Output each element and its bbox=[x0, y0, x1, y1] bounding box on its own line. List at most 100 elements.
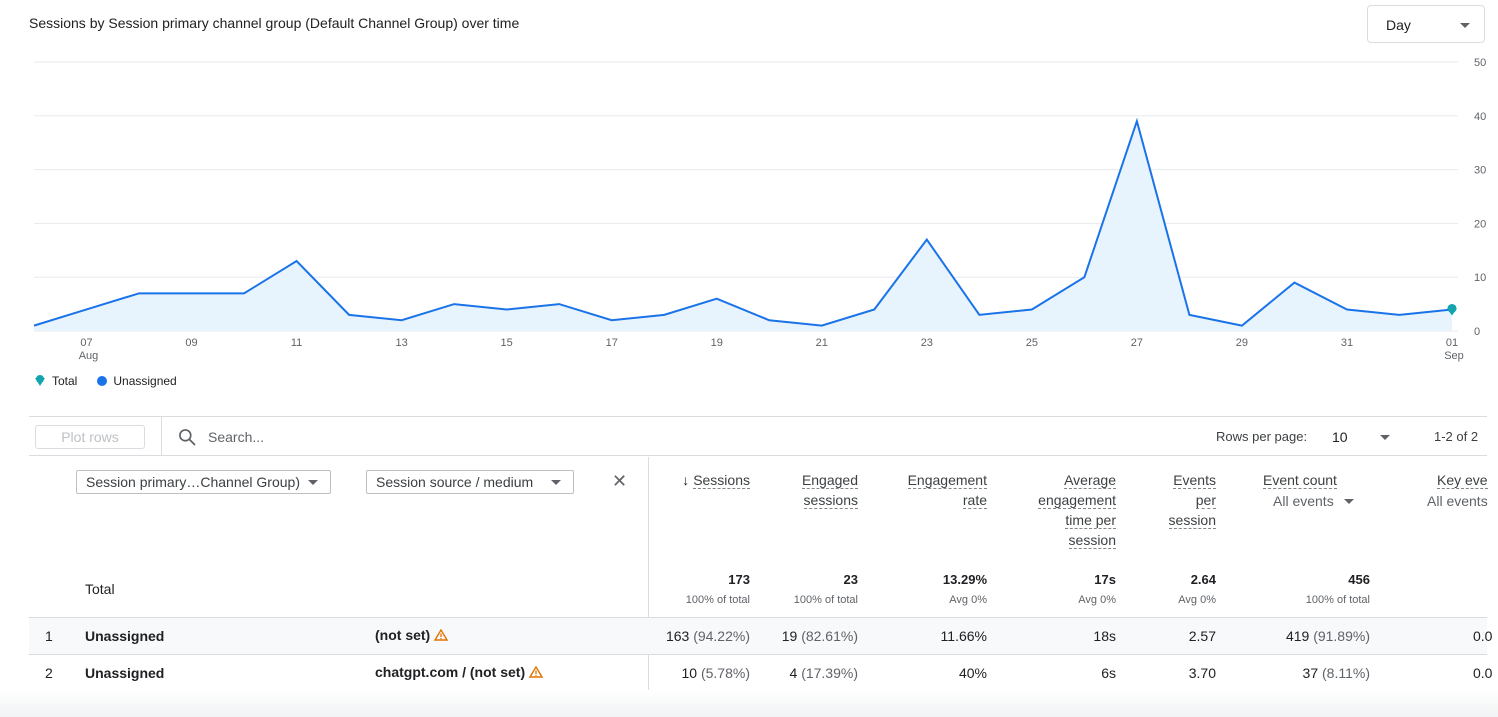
sessions-header[interactable]: ↓ Sessions bbox=[682, 472, 750, 489]
chevron-down-icon[interactable] bbox=[1380, 435, 1390, 440]
x-tick-label: 25 bbox=[1026, 337, 1038, 349]
toolbar-divider bbox=[161, 417, 162, 456]
total-label: Total bbox=[85, 581, 115, 597]
x-tick-label: 23 bbox=[921, 337, 933, 349]
row-index: 2 bbox=[45, 665, 53, 681]
total-avg-time: 17s bbox=[1094, 572, 1116, 587]
dimension-1-label: Session primary…Channel Group) bbox=[86, 474, 300, 490]
total-events-sub: 100% of total bbox=[1305, 594, 1370, 606]
row-avg-time: 6s bbox=[1101, 665, 1116, 681]
event-count-header[interactable]: Event count bbox=[1263, 472, 1337, 489]
x-tick-month-label: Sep bbox=[1444, 350, 1464, 362]
total-rate-sub: Avg 0% bbox=[949, 594, 987, 606]
chevron-down-icon bbox=[1460, 23, 1470, 28]
events-per-session-header[interactable]: Events per session bbox=[1168, 472, 1216, 529]
total-events: 456 bbox=[1348, 572, 1370, 587]
chevron-down-icon bbox=[1343, 499, 1354, 504]
row-sessions: 10 (5.78%) bbox=[681, 665, 751, 681]
series-line-total bbox=[33, 117, 1453, 327]
total-engaged: 23 bbox=[843, 572, 858, 587]
y-tick-label: 0 bbox=[1474, 326, 1480, 338]
x-tick-label: 07 bbox=[80, 337, 92, 349]
key-events-filter[interactable]: All events bbox=[1427, 493, 1488, 509]
total-eps-sub: Avg 0% bbox=[1178, 594, 1216, 606]
y-tick-label: 10 bbox=[1474, 272, 1486, 284]
x-tick-month-label: Aug bbox=[79, 350, 99, 362]
legend-total[interactable]: Total bbox=[52, 374, 78, 388]
row-key-events: 0.0 bbox=[1473, 665, 1493, 681]
chart-legend: Total Unassigned bbox=[34, 374, 177, 388]
chart-title: Sessions by Session primary channel grou… bbox=[29, 15, 520, 31]
event-count-filter[interactable]: All events bbox=[1273, 491, 1373, 511]
total-engaged-sub: 100% of total bbox=[793, 594, 858, 606]
x-tick-label: 29 bbox=[1236, 337, 1248, 349]
x-tick-label: 01 bbox=[1446, 337, 1458, 349]
search-input[interactable]: Search... bbox=[208, 429, 265, 445]
engagement-rate-header[interactable]: Engagement rate bbox=[907, 472, 987, 509]
row-dim1: Unassigned bbox=[85, 628, 165, 644]
row-engaged: 19 (82.61%) bbox=[781, 628, 858, 644]
row-events: 37 (8.11%) bbox=[1302, 665, 1370, 681]
row-rate: 11.66% bbox=[940, 628, 987, 644]
granularity-value: Day bbox=[1386, 17, 1411, 33]
warning-icon[interactable] bbox=[529, 666, 544, 678]
row-dim1: Unassigned bbox=[85, 665, 165, 681]
row-eps: 2.57 bbox=[1188, 628, 1216, 644]
dimension-1-select[interactable]: Session primary…Channel Group) bbox=[76, 470, 331, 494]
row-engaged: 4 (17.39%) bbox=[789, 665, 859, 681]
sort-down-arrow-icon: ↓ bbox=[682, 472, 690, 488]
metric-divider bbox=[648, 457, 649, 690]
row-avg-time: 18s bbox=[1093, 628, 1116, 644]
x-tick-label: 19 bbox=[711, 337, 723, 349]
x-tick-label: 17 bbox=[606, 337, 618, 349]
search-icon bbox=[179, 429, 196, 446]
rows-per-page-select[interactable]: 10 bbox=[1332, 429, 1348, 445]
y-tick-label: 50 bbox=[1474, 57, 1486, 69]
row-sessions: 163 (94.22%) bbox=[665, 628, 750, 644]
total-sessions: 173 bbox=[728, 572, 750, 587]
table-toolbar bbox=[29, 416, 1487, 456]
chevron-down-icon bbox=[308, 480, 318, 485]
total-marker-icon bbox=[35, 375, 45, 386]
row-events: 419 (91.89%) bbox=[1285, 628, 1370, 644]
avg-engagement-time-header[interactable]: Average engagement time per session bbox=[1038, 472, 1116, 549]
x-tick-label: 21 bbox=[816, 337, 828, 349]
plot-rows-button[interactable]: Plot rows bbox=[35, 425, 145, 449]
rows-per-page-label: Rows per page: bbox=[1216, 429, 1308, 444]
row-dim2: (not set) bbox=[375, 627, 449, 643]
chevron-down-icon bbox=[551, 480, 561, 485]
total-rate: 13.29% bbox=[942, 572, 987, 587]
row-divider bbox=[29, 617, 1487, 618]
granularity-select[interactable]: Day bbox=[1367, 5, 1485, 43]
bottom-edge bbox=[0, 690, 1498, 717]
unassigned-dot-icon bbox=[97, 376, 108, 386]
total-eps: 2.64 bbox=[1190, 572, 1216, 587]
x-tick-label: 09 bbox=[185, 337, 197, 349]
row-rate: 40% bbox=[958, 665, 987, 681]
table-row[interactable] bbox=[29, 618, 1487, 654]
total-sessions-sub: 100% of total bbox=[685, 594, 750, 606]
engaged-sessions-header[interactable]: Engaged sessions bbox=[801, 472, 858, 509]
row-divider bbox=[29, 654, 1487, 655]
pagination-range: 1-2 of 2 bbox=[1434, 429, 1479, 444]
warning-icon[interactable] bbox=[434, 629, 449, 641]
row-eps: 3.70 bbox=[1188, 665, 1216, 681]
total-avg-time-sub: Avg 0% bbox=[1078, 594, 1116, 606]
x-tick-label: 11 bbox=[291, 337, 302, 349]
legend-unassigned[interactable]: Unassigned bbox=[113, 374, 177, 388]
x-tick-label: 15 bbox=[501, 337, 513, 349]
x-tick-label: 27 bbox=[1131, 337, 1143, 349]
y-tick-label: 20 bbox=[1474, 218, 1486, 230]
row-dim2: chatgpt.com / (not set) bbox=[375, 664, 544, 680]
close-icon[interactable]: ✕ bbox=[612, 471, 628, 491]
row-key-events: 0.0 bbox=[1473, 628, 1493, 644]
dimension-2-select[interactable]: Session source / medium bbox=[366, 470, 574, 494]
x-tick-label: 31 bbox=[1341, 337, 1353, 349]
x-tick-label: 13 bbox=[396, 337, 408, 349]
row-index: 1 bbox=[45, 628, 53, 644]
dimension-2-label: Session source / medium bbox=[376, 474, 534, 490]
y-tick-label: 40 bbox=[1474, 111, 1486, 123]
key-events-header[interactable]: Key eve bbox=[1437, 472, 1488, 489]
y-tick-label: 30 bbox=[1474, 165, 1486, 177]
